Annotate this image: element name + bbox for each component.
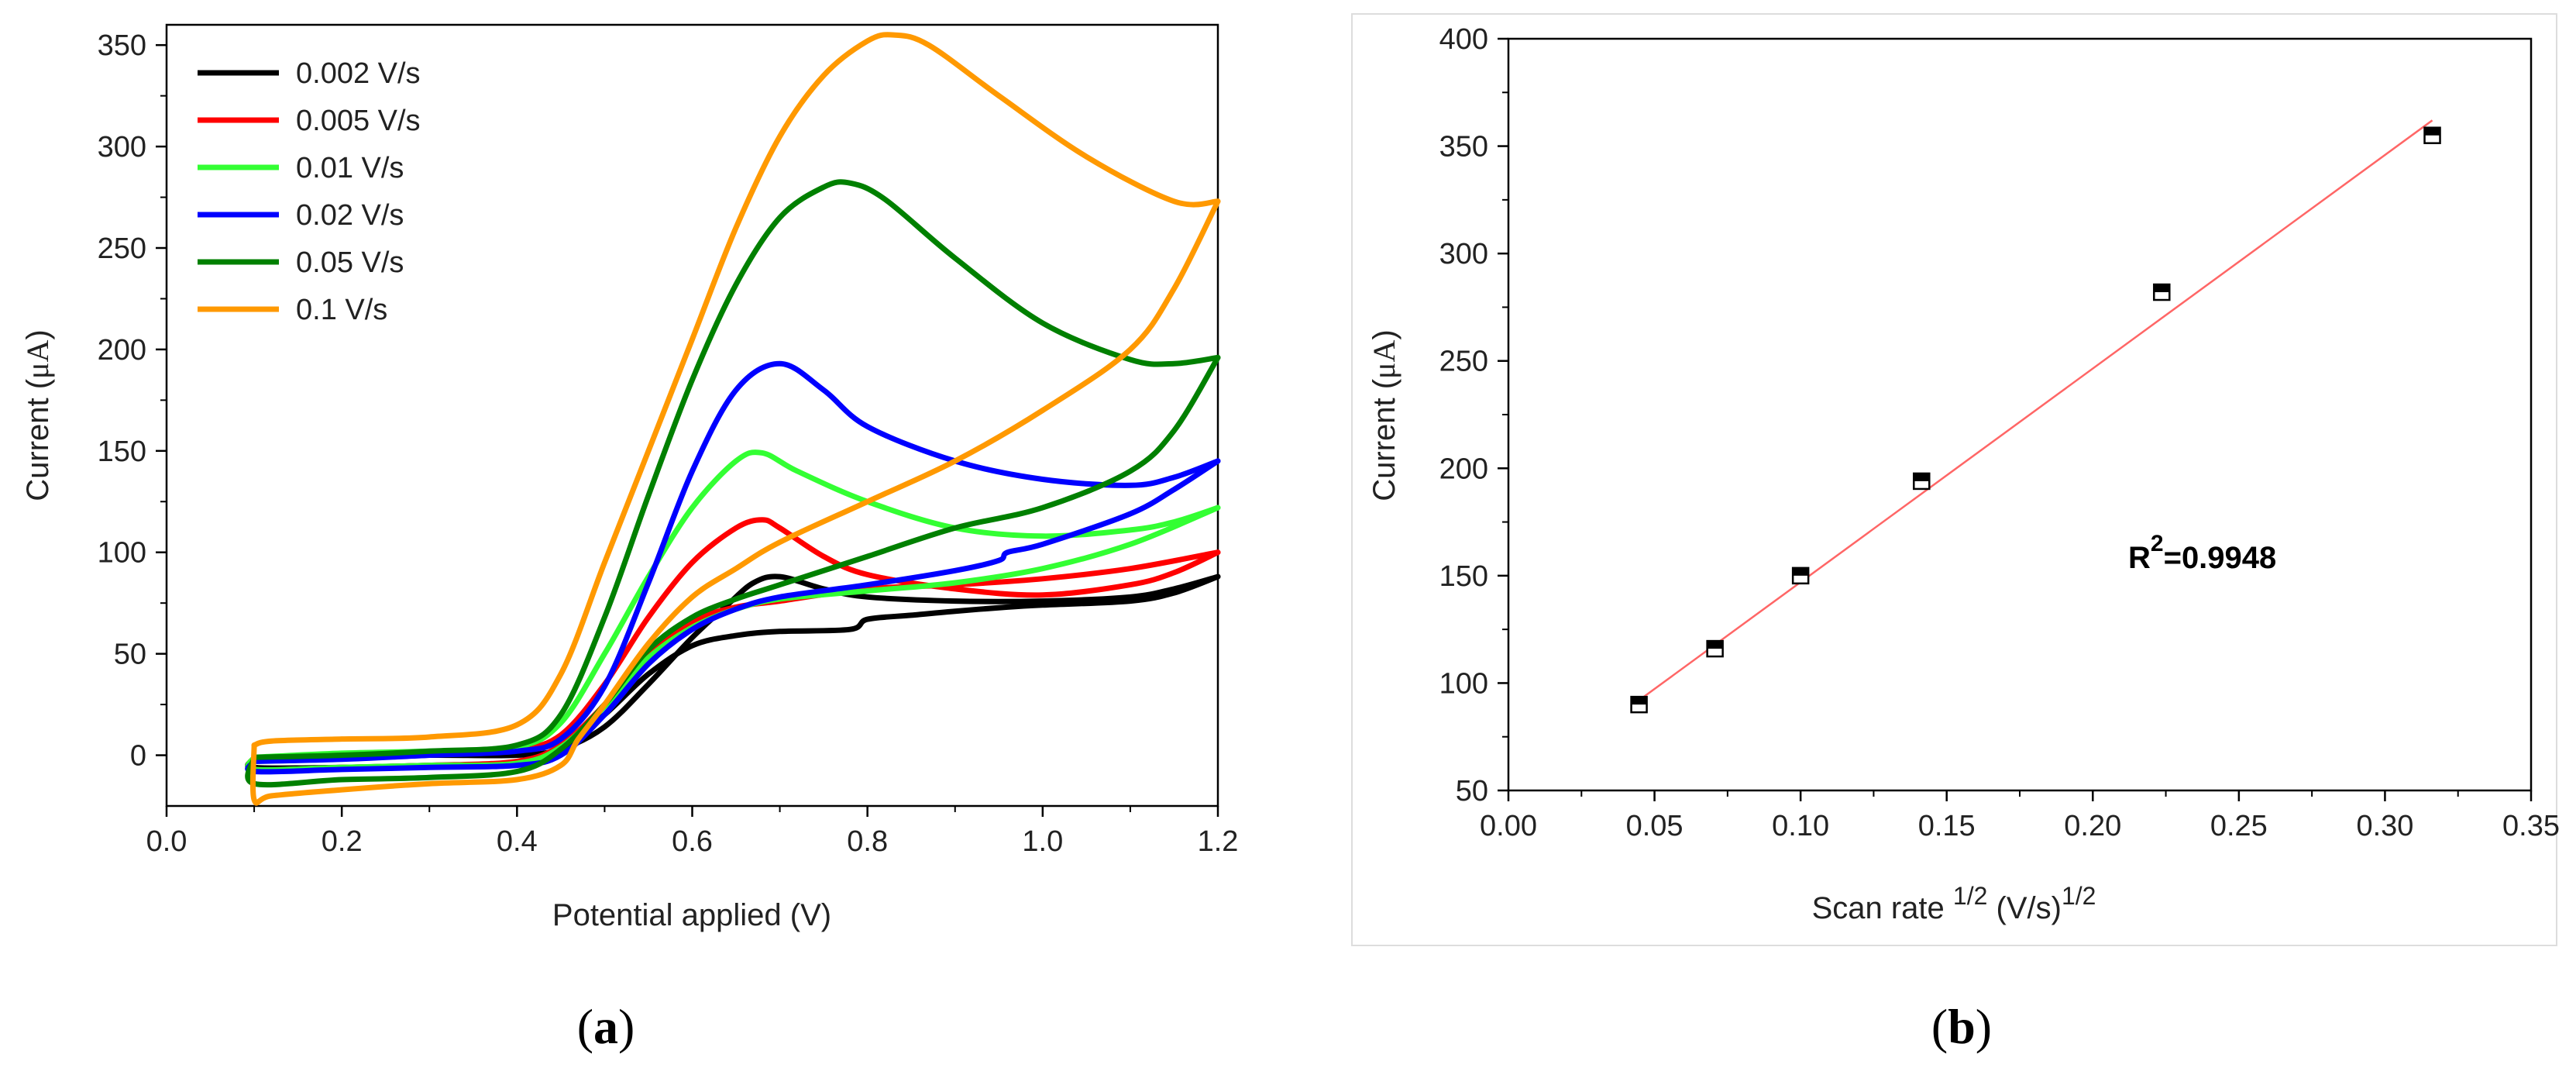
panel-a-y-tick-label: 50 — [114, 639, 146, 671]
panel-b-y-tick-label: 100 — [1439, 667, 1488, 700]
panel-b-r2-value: =0.9948 — [2164, 541, 2277, 575]
panel-b-data-point — [2153, 283, 2171, 301]
panel-b-plot-frame — [1507, 37, 2533, 792]
panel-b-x-tick-label: 0.30 — [2356, 810, 2413, 842]
panel-b-caption-letter: b — [1948, 999, 1976, 1054]
panel-b-data-point — [1913, 472, 1931, 491]
panel-a-legend-label: 0.005 V/s — [296, 105, 421, 137]
panel-b-data-point — [1791, 566, 1810, 585]
panel-a-axis-ticks: 0.0 0.2 0.4 0.6 0.8 1.0 1.2 0 50 100 150 200 250 300 3… — [98, 29, 1239, 858]
panel-a-series-6-forward-line — [251, 32, 1221, 748]
panel-a-caption: (a) — [577, 999, 635, 1054]
panel-a-caption-open: ( — [577, 999, 593, 1054]
panel-a-y-tick-label: 350 — [98, 29, 146, 62]
panel-a-series-6-reverse-line — [249, 198, 1221, 806]
panel-b-x-axis-label-main: Scan rate — [1812, 891, 1953, 925]
panel-b-r2-annotation: R2=0.9948 — [2128, 531, 2276, 575]
panel-b-chart: 0.00 0.05 0.10 0.15 0.20 0.25 0.30 0.35 50 100 150… — [1351, 13, 2560, 1054]
panel-a-y-tick-label: 100 — [98, 537, 146, 570]
panel-a-x-tick-label: 1.2 — [1198, 825, 1239, 858]
panel-a-y-tick-label: 150 — [98, 436, 146, 468]
panel-a-plot-frame — [165, 23, 1219, 808]
panel-a-y-axis-label-unit: μA — [20, 339, 55, 378]
panel-a-x-tick-label: 0.2 — [322, 825, 363, 858]
panel-a-x-tick-label: 0.8 — [847, 825, 888, 858]
panel-b-r2-main: R — [2128, 541, 2151, 575]
panel-a-caption-letter: a — [593, 999, 618, 1054]
panel-b-y-tick-label: 150 — [1439, 560, 1488, 593]
panel-b-caption-open: ( — [1931, 999, 1948, 1054]
panel-b-y-tick-label: 400 — [1439, 23, 1488, 56]
panel-b-caption-close: ) — [1976, 999, 1992, 1054]
panel-a-series-5-reverse-line — [245, 354, 1221, 788]
panel-b-x-axis-label-sup2: 1/2 — [2062, 882, 2096, 910]
panel-a-x-tick-label: 0.4 — [497, 825, 538, 858]
panel-a-series-5-forward-line — [251, 179, 1221, 760]
panel-b-x-axis-label: Scan rate 1/2 (V/s)1/2 — [1812, 882, 2096, 925]
panel-a-x-tick-label: 1.0 — [1022, 825, 1063, 858]
panel-b-x-tick-label: 0.20 — [2064, 810, 2121, 842]
panel-a-x-axis-label: Potential applied (V) — [552, 898, 831, 932]
panel-b-points-group — [1630, 126, 2441, 714]
panel-a-y-tick-label: 250 — [98, 232, 146, 265]
panel-a-y-tick-label: 0 — [130, 740, 146, 773]
panel-b-x-axis-label-sup1: 1/2 — [1953, 882, 1987, 910]
panel-a-y-tick-label: 200 — [98, 334, 146, 367]
panel-b-y-axis-label: Current (μA) — [1367, 329, 1401, 501]
panel-b-y-tick-label: 50 — [1456, 775, 1488, 808]
panel-b-x-tick-label: 0.10 — [1772, 810, 1829, 842]
panel-a-series-group — [245, 32, 1221, 806]
panel-a-caption-close: ) — [618, 999, 635, 1054]
panel-b-x-tick-label: 0.25 — [2210, 810, 2268, 842]
panel-b-x-tick-label: 0.35 — [2502, 810, 2560, 842]
panel-b-y-axis-label-prefix: Current ( — [1367, 378, 1401, 501]
panel-a-y-tick-label: 300 — [98, 131, 146, 164]
panel-b-data-point — [1706, 639, 1724, 658]
panel-b-caption: (b) — [1931, 999, 1992, 1054]
panel-a-legend-label: 0.002 V/s — [296, 57, 421, 90]
panel-b-y-tick-label: 250 — [1439, 346, 1488, 378]
panel-a-legend-label: 0.01 V/s — [296, 152, 404, 184]
panel-b-r2-sup: 2 — [2151, 531, 2164, 556]
panel-b-x-tick-label: 0.15 — [1918, 810, 1976, 842]
panel-b-x-tick-label: 0.05 — [1626, 810, 1684, 842]
panel-b-y-tick-label: 300 — [1439, 238, 1488, 270]
panel-b-fit-line — [1638, 119, 2433, 701]
panel-b-data-point — [1630, 695, 1648, 714]
panel-b-fit-group — [1638, 119, 2433, 701]
panel-a-x-tick-label: 0.6 — [672, 825, 713, 858]
panel-a-series-4-forward-line — [251, 360, 1221, 764]
panel-a-legend: 0.002 V/s 0.005 V/s 0.01 V/s 0.02 V/s 0.05 V… — [198, 57, 421, 326]
panel-a-chart: 0.0 0.2 0.4 0.6 0.8 1.0 1.2 0 50 100 150 200 250 300 3… — [20, 23, 1239, 1054]
panel-b-y-axis-label-suffix: ) — [1367, 329, 1401, 339]
panel-b-y-axis-label-unit: μA — [1367, 339, 1401, 378]
panel-b-x-axis-label-unit: (V/s) — [1987, 891, 2062, 925]
panel-a-series-4-reverse-line — [245, 458, 1221, 775]
panel-b-x-tick-label: 0.00 — [1480, 810, 1537, 842]
panel-a-legend-label: 0.05 V/s — [296, 246, 404, 279]
panel-b-axis-ticks: 0.00 0.05 0.10 0.15 0.20 0.25 0.30 0.35 50 100 150… — [1439, 23, 2560, 842]
panel-a-y-axis-label-prefix: Current ( — [21, 378, 55, 501]
panel-b-y-tick-label: 350 — [1439, 131, 1488, 164]
panel-a-legend-label: 0.02 V/s — [296, 199, 404, 232]
panel-b-y-tick-label: 200 — [1439, 453, 1488, 485]
panel-b-data-point — [2423, 126, 2441, 144]
panel-a-y-axis-label-suffix: ) — [21, 329, 55, 339]
panel-a-y-axis-label: Current (μA) — [20, 329, 55, 501]
panel-a-legend-label: 0.1 V/s — [296, 294, 387, 326]
panel-a-x-tick-label: 0.0 — [146, 825, 187, 858]
